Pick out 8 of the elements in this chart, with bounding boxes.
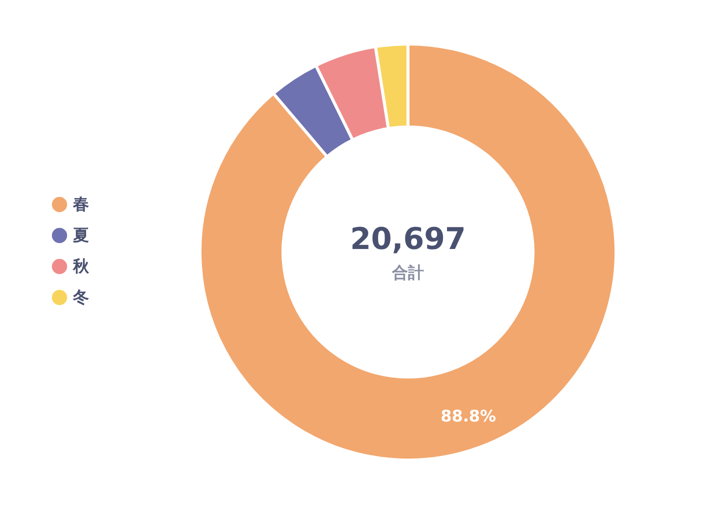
text: 合計	[391, 263, 424, 282]
text: 20,697	[350, 222, 466, 257]
legend-label: 夏	[72, 226, 89, 244]
legend-label: 秋	[72, 256, 90, 276]
data-label: 88.8%	[440, 406, 496, 426]
donut-slice	[198, 42, 618, 462]
legend-label: 冬	[72, 288, 89, 306]
legend-label: 春	[72, 194, 89, 214]
